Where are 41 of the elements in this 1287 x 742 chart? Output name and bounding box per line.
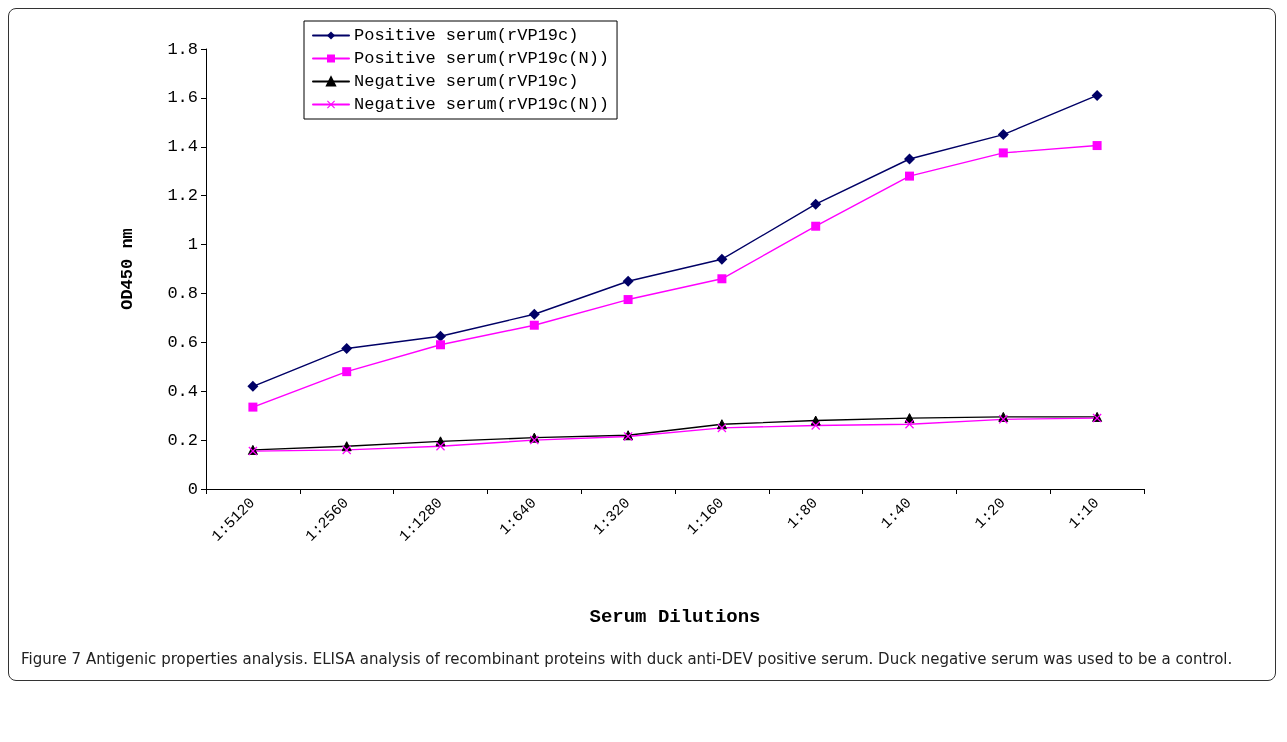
y-tick-label: 1 [187, 235, 198, 255]
point [716, 253, 728, 265]
y-tick-label: 1.8 [167, 39, 198, 59]
point [904, 153, 915, 165]
y-tick-label: 0.4 [167, 381, 198, 401]
point [622, 275, 634, 287]
point [435, 330, 446, 342]
legend-label: Positive serum(rVP19c(N)) [354, 49, 610, 68]
point [623, 295, 633, 305]
y-tick-label: 0.2 [167, 430, 198, 450]
point [529, 320, 539, 330]
point [905, 419, 914, 429]
caption: Figure 7 Antigenic properties analysis. ELISA analysis of recombinant proteins with duck anti-DEV positive serum. Duck negative serum was used to be a control. [21, 650, 1233, 668]
y-tick-label: 0.8 [167, 283, 198, 303]
point [436, 441, 445, 451]
legend-label: Positive serum(rVP19c) [354, 26, 579, 45]
y-tick-label: 1.2 [167, 186, 198, 206]
point [341, 342, 353, 354]
y-tick-label: 1.6 [167, 88, 198, 108]
point [247, 380, 259, 392]
y-tick-label: 0 [187, 479, 198, 499]
legend-label: Negative serum(rVP19c(N)) [354, 95, 610, 114]
point [342, 367, 352, 377]
point [998, 148, 1008, 158]
point [1091, 89, 1103, 101]
point [1092, 141, 1102, 151]
x-axis-title: Serum Dilutions [589, 605, 761, 628]
point [810, 198, 822, 210]
point [997, 129, 1009, 141]
point [342, 445, 352, 455]
y-tick-label: 0.6 [167, 332, 198, 352]
y-axis-title: OD450 nm [118, 228, 137, 310]
point [811, 221, 821, 231]
y-tick-label: 1.4 [167, 137, 198, 157]
point [248, 402, 258, 412]
legend-label: Negative serum(rVP19c) [354, 72, 579, 91]
point [436, 340, 445, 350]
point [717, 274, 727, 284]
point [528, 308, 540, 320]
point [905, 171, 914, 181]
point [811, 420, 821, 430]
